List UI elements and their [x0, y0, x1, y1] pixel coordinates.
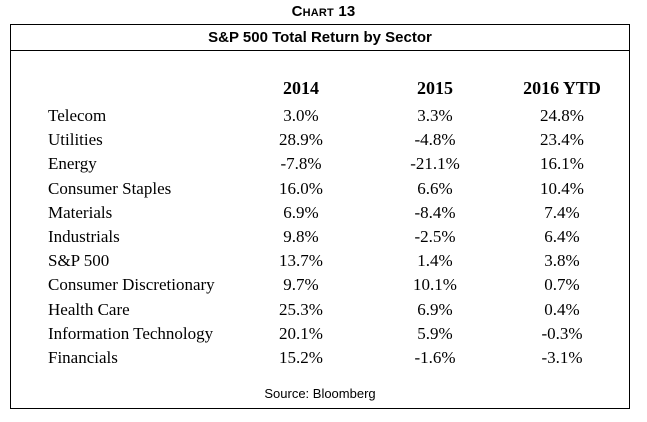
chart-number-label: Chart 13: [291, 3, 356, 20]
sector-label: Materials: [48, 202, 113, 222]
return-value: -8.4%: [414, 202, 456, 222]
return-value: 6.9%: [283, 202, 319, 222]
return-value: -3.1%: [541, 347, 583, 367]
return-value: 9.7%: [283, 275, 319, 295]
table-row: S&P 500 13.7% 1.4% 3.8%: [48, 249, 608, 273]
column-header: 2015: [417, 78, 453, 98]
table-row: Health Care 25.3% 6.9% 0.4%: [48, 298, 608, 322]
return-value: -1.6%: [414, 347, 456, 367]
table-row: Consumer Discretionary 9.7% 10.1% 0.7%: [48, 273, 608, 297]
return-value: -0.3%: [541, 323, 583, 343]
table-body: Telecom 3.0% 3.3% 24.8% Utilities 28.9% -4.8% 2…: [48, 104, 608, 370]
table-row: Financials 15.2% -1.6% -3.1%: [48, 346, 608, 370]
return-value: -2.5%: [414, 226, 456, 246]
return-value: 13.7%: [279, 251, 323, 271]
return-value: 5.9%: [417, 323, 453, 343]
sector-label: Utilities: [48, 130, 103, 150]
sector-label: Consumer Discretionary: [48, 275, 215, 295]
table-row: Information Technology 20.1% 5.9% -0.3%: [48, 322, 608, 346]
table-header-row: 2014 2015 2016 YTD: [48, 72, 608, 104]
returns-table: 2014 2015 2016 YTD Telecom 3.0% 3.3% 24.8% U…: [48, 72, 608, 370]
table-row: Telecom 3.0% 3.3% 24.8%: [48, 104, 608, 128]
return-value: 16.0%: [279, 178, 323, 198]
return-value: 3.3%: [417, 106, 453, 125]
chart-frame: S&P 500 Total Return by Sector 2014 2015…: [10, 24, 630, 409]
column-header: 2014: [283, 78, 319, 98]
table-row: Industrials 9.8% -2.5% 6.4%: [48, 225, 608, 249]
source-note: Source: Bloomberg: [264, 386, 376, 401]
return-value: 10.1%: [413, 275, 457, 295]
return-value: 23.4%: [540, 130, 584, 150]
sector-label: S&P 500: [48, 251, 110, 271]
sector-label: Consumer Staples: [48, 178, 172, 198]
sector-label: Financials: [48, 347, 118, 367]
return-value: 6.9%: [417, 299, 453, 319]
return-value: 9.8%: [283, 226, 319, 246]
column-header: 2016 YTD: [523, 78, 601, 98]
sector-label: Energy: [48, 154, 97, 174]
return-value: 1.4%: [417, 251, 453, 271]
return-value: 28.9%: [279, 130, 323, 150]
return-value: 6.4%: [544, 226, 580, 246]
return-value: 7.4%: [544, 202, 580, 222]
return-value: 25.3%: [279, 299, 323, 319]
return-value: 6.6%: [417, 178, 453, 198]
return-value: 0.4%: [544, 299, 580, 319]
return-value: 10.4%: [540, 178, 584, 198]
sector-label: Health Care: [48, 299, 130, 319]
return-value: -21.1%: [410, 154, 460, 174]
return-value: 3.8%: [544, 251, 580, 271]
return-value: 24.8%: [540, 106, 584, 125]
return-value: 16.1%: [540, 154, 584, 174]
return-value: 20.1%: [279, 323, 323, 343]
return-value: 3.0%: [283, 106, 319, 125]
sector-label: Telecom: [48, 106, 107, 125]
return-value: -4.8%: [414, 130, 456, 150]
return-value: -7.8%: [280, 154, 322, 174]
table-row: Materials 6.9% -8.4% 7.4%: [48, 201, 608, 225]
sector-label: Industrials: [48, 226, 120, 246]
table-row: Utilities 28.9% -4.8% 23.4%: [48, 128, 608, 152]
table-row: Energy -7.8% -21.1% 16.1%: [48, 152, 608, 176]
table-row: Consumer Staples 16.0% 6.6% 10.4%: [48, 177, 608, 201]
return-value: 0.7%: [544, 275, 580, 295]
chart-title: S&P 500 Total Return by Sector: [11, 25, 629, 51]
return-value: 15.2%: [279, 347, 323, 367]
sector-label: Information Technology: [48, 323, 214, 343]
